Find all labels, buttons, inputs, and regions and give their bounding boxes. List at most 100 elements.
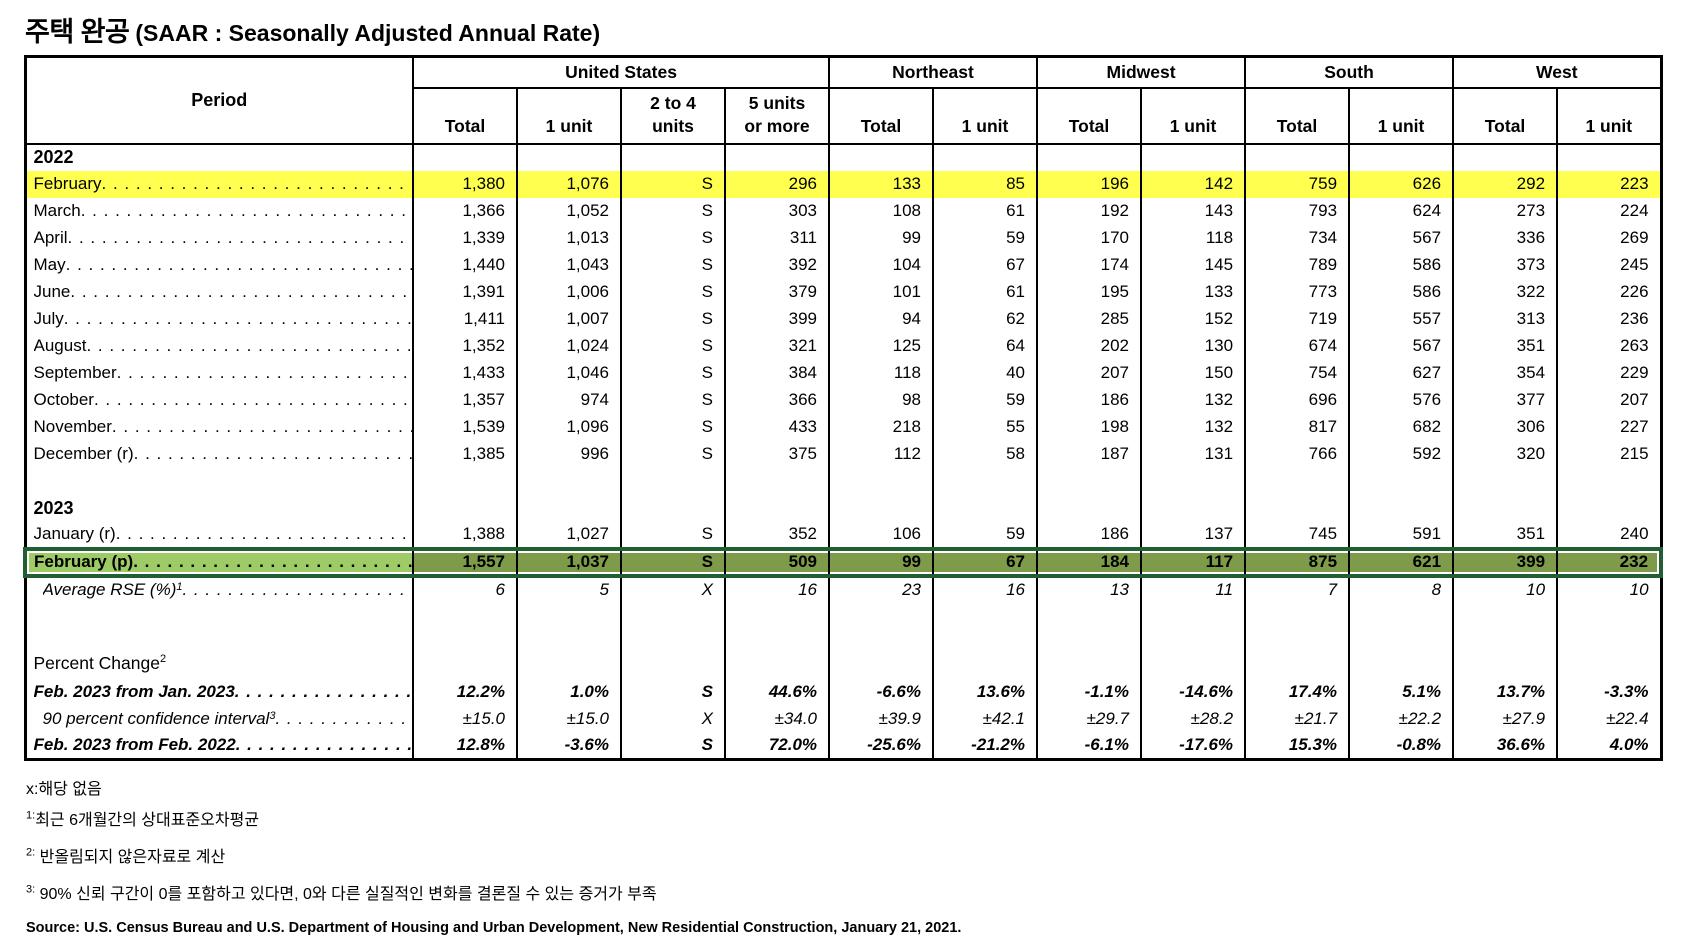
value-cell: 72.0% bbox=[723, 732, 830, 760]
value-cell bbox=[1452, 648, 1558, 679]
value-cell bbox=[1140, 602, 1246, 649]
value-cell: 303 bbox=[723, 197, 830, 225]
group-header-west: West bbox=[1452, 56, 1662, 89]
value-cell[interactable]: 99 bbox=[828, 546, 934, 578]
leader-dots bbox=[236, 735, 412, 755]
value-cell: 150 bbox=[1140, 359, 1246, 387]
value-cell[interactable]: 621 bbox=[1348, 546, 1454, 578]
sub-header-us-total: Total bbox=[412, 87, 517, 145]
leader-dots bbox=[134, 444, 412, 464]
value-cell: 624 bbox=[1348, 197, 1454, 225]
value-cell bbox=[1556, 602, 1662, 649]
sub-header-midwest-total: Total bbox=[1036, 87, 1142, 145]
value-cell: -6.6% bbox=[828, 678, 934, 706]
table-row-october: October 1,357974S366985918613269657637720… bbox=[25, 386, 1662, 414]
value-cell: 719 bbox=[1244, 305, 1350, 333]
row-label: May bbox=[33, 255, 66, 274]
value-cell: 586 bbox=[1348, 278, 1454, 306]
value-cell: 567 bbox=[1348, 224, 1454, 252]
completions-table: Period United States Northeast Midwest S… bbox=[23, 55, 1664, 761]
value-cell: 1,013 bbox=[516, 224, 621, 252]
value-cell: 198 bbox=[1036, 413, 1142, 441]
value-cell bbox=[516, 494, 621, 522]
value-cell: 132 bbox=[1140, 413, 1246, 441]
row-label: Feb. 2023 from Feb. 2022 bbox=[33, 735, 236, 755]
value-cell: ±22.2 bbox=[1348, 705, 1454, 733]
value-cell bbox=[1140, 467, 1246, 495]
value-cell: 1.0% bbox=[516, 678, 621, 706]
period-cell[interactable]: February (p) bbox=[23, 546, 413, 578]
row-label: November bbox=[33, 417, 112, 436]
value-cell: 759 bbox=[1244, 170, 1350, 198]
value-cell bbox=[516, 648, 621, 679]
value-cell bbox=[828, 143, 934, 171]
leader-dots bbox=[117, 363, 412, 383]
period-cell: Feb. 2023 from Feb. 2022 bbox=[25, 733, 413, 760]
value-cell bbox=[723, 494, 830, 522]
value-cell: 118 bbox=[1140, 224, 1246, 252]
value-cell: 586 bbox=[1348, 251, 1454, 279]
value-cell: 23 bbox=[828, 575, 934, 603]
table-row-december-r: December (r) 1,385996S3751125818713176659… bbox=[25, 440, 1662, 468]
value-cell: 12.2% bbox=[412, 678, 517, 706]
value-cell[interactable]: 117 bbox=[1140, 546, 1246, 578]
value-cell[interactable]: 67 bbox=[932, 546, 1038, 578]
sub-header-us-2to4units: 2 to 4 units bbox=[620, 87, 725, 145]
value-cell[interactable]: 1,557 bbox=[412, 546, 517, 578]
value-cell: 55 bbox=[932, 413, 1038, 441]
value-cell: 133 bbox=[828, 170, 934, 198]
value-cell bbox=[620, 602, 725, 649]
value-cell: 354 bbox=[1452, 359, 1558, 387]
value-cell: 170 bbox=[1036, 224, 1142, 252]
value-cell: 85 bbox=[932, 170, 1038, 198]
value-cell: 1,076 bbox=[516, 170, 621, 198]
footnote-text: 최근 6개월간의 상대표준오차평균 bbox=[35, 812, 260, 829]
value-cell bbox=[1452, 467, 1558, 495]
value-cell[interactable]: 1,037 bbox=[516, 546, 621, 578]
footnote-line: 1:최근 6개월간의 상대표준오차평균 bbox=[26, 806, 1686, 830]
value-cell: 11 bbox=[1140, 575, 1246, 603]
value-cell: -25.6% bbox=[828, 732, 934, 760]
value-cell: ±39.9 bbox=[828, 705, 934, 733]
sub-header-us-1unit: 1 unit bbox=[516, 87, 621, 145]
value-cell: -3.6% bbox=[516, 732, 621, 760]
value-cell bbox=[1348, 648, 1454, 679]
value-cell: 64 bbox=[932, 332, 1038, 360]
footnote-text: 해당 없음 bbox=[38, 781, 102, 798]
value-cell: 106 bbox=[828, 521, 934, 549]
value-cell: 793 bbox=[1244, 197, 1350, 225]
row-label: July bbox=[33, 309, 64, 328]
period-cell: Feb. 2023 from Jan. 2023 bbox=[25, 679, 413, 706]
value-cell: 145 bbox=[1140, 251, 1246, 279]
value-cell[interactable]: 509 bbox=[723, 546, 830, 578]
value-cell: 108 bbox=[828, 197, 934, 225]
value-cell bbox=[1140, 143, 1246, 171]
footnote-marker: 1: bbox=[26, 809, 36, 822]
value-cell: ±21.7 bbox=[1244, 705, 1350, 733]
value-cell bbox=[1348, 467, 1454, 495]
table-row-90-percent-confidence-interval: 90 percent confidence interval3±15.0±15.… bbox=[25, 705, 1662, 733]
value-cell bbox=[1556, 648, 1662, 679]
value-cell: -0.8% bbox=[1348, 732, 1454, 760]
value-cell: 16 bbox=[932, 575, 1038, 603]
value-cell[interactable]: 399 bbox=[1452, 546, 1558, 578]
value-cell bbox=[1244, 467, 1350, 495]
value-cell[interactable]: S bbox=[620, 546, 725, 578]
table-row-november: November 1,5391,096S433218551981328176823… bbox=[25, 413, 1662, 441]
value-cell[interactable]: 232 bbox=[1556, 546, 1664, 578]
value-cell bbox=[412, 143, 517, 171]
value-cell bbox=[932, 648, 1038, 679]
value-cell: -1.1% bbox=[1036, 678, 1142, 706]
value-cell: S bbox=[620, 359, 725, 387]
period-cell: April bbox=[25, 225, 413, 252]
value-cell bbox=[412, 467, 517, 495]
table-row-2023: 2023 bbox=[25, 494, 1662, 522]
row-label: August bbox=[33, 336, 87, 355]
value-cell: 174 bbox=[1036, 251, 1142, 279]
leader-dots bbox=[81, 201, 412, 221]
value-cell[interactable]: 184 bbox=[1036, 546, 1142, 578]
period-cell: July bbox=[25, 306, 413, 333]
value-cell: 10 bbox=[1452, 575, 1558, 603]
value-cell[interactable]: 875 bbox=[1244, 546, 1350, 578]
